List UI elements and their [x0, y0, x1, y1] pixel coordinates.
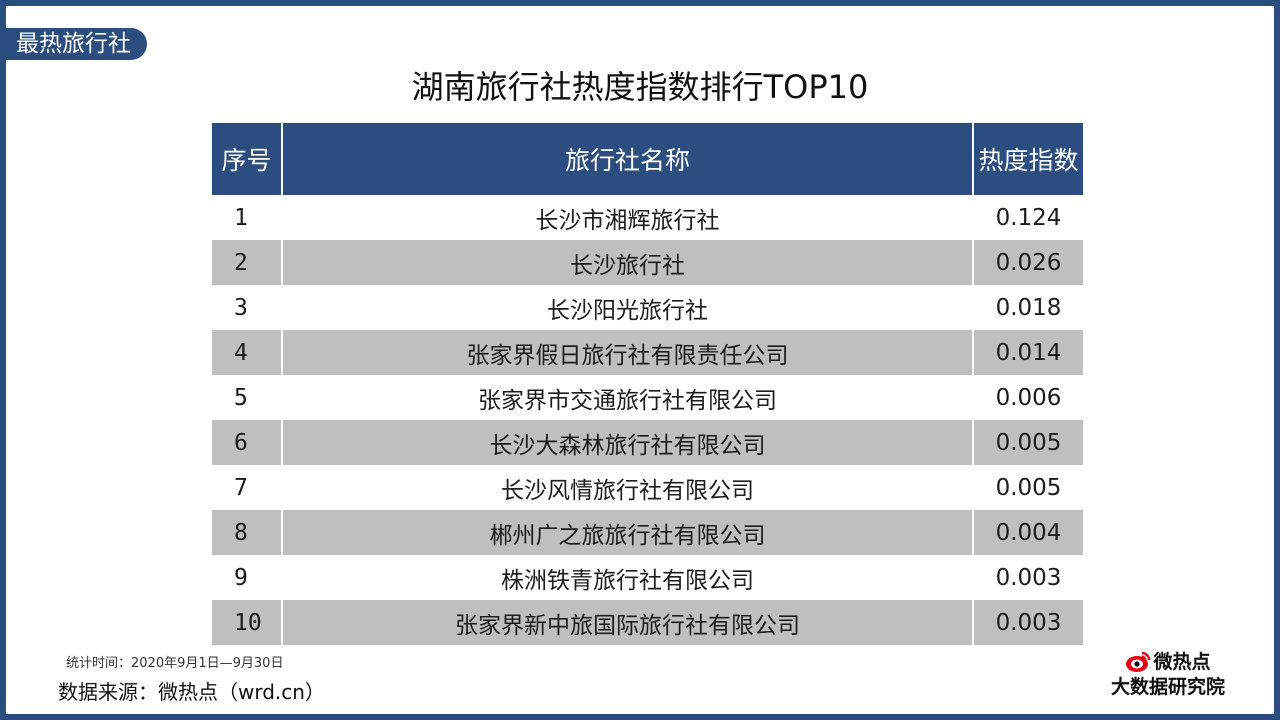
slide: 最热旅行社 湖南旅行社热度指数排行TOP10 序号 旅行社名称 热度指数 1 长… [6, 6, 1274, 714]
rank-cell: 3 [212, 285, 283, 330]
table-row: 10 张家界新中旅国际旅行社有限公司 0.003 [212, 600, 1083, 645]
rank-cell: 6 [212, 420, 283, 465]
rank-cell: 8 [212, 510, 283, 555]
rank-cell: 5 [212, 375, 283, 420]
heat-index-cell: 0.005 [973, 420, 1083, 465]
rank-cell: 2 [212, 240, 283, 285]
table-row: 2 长沙旅行社 0.026 [212, 240, 1083, 285]
table-row: 3 长沙阳光旅行社 0.018 [212, 285, 1083, 330]
agency-name-cell: 张家界假日旅行社有限责任公司 [282, 330, 974, 375]
rank-cell: 7 [212, 465, 283, 510]
heat-index-cell: 0.005 [995, 474, 1062, 501]
rank-cell: 9 [212, 555, 283, 600]
data-source: 数据来源：微热点（wrd.cn） [58, 680, 325, 704]
heat-index-cell: 0.014 [973, 330, 1083, 375]
table-row: 1 长沙市湘辉旅行社 0.124 [212, 195, 1083, 240]
table-header-row: 序号 旅行社名称 热度指数 [212, 123, 1083, 195]
rank-cell: 10 [212, 600, 283, 645]
heat-index-cell: 0.018 [995, 294, 1062, 321]
header-agency-name: 旅行社名称 [282, 123, 974, 195]
ranking-table: 序号 旅行社名称 热度指数 1 长沙市湘辉旅行社 0.124 2 长沙旅行社 0… [212, 123, 1083, 645]
brand-name: 微热点 [1153, 651, 1211, 673]
table-row: 7 长沙风情旅行社有限公司 0.005 [212, 465, 1083, 510]
agency-name-cell: 长沙旅行社 [282, 240, 974, 285]
table-row: 9 株洲铁青旅行社有限公司 0.003 [212, 555, 1083, 600]
brand-name-row: 微热点 [1098, 650, 1238, 674]
rank-cell: 4 [212, 330, 283, 375]
agency-name-cell: 长沙大森林旅行社有限公司 [282, 420, 974, 465]
agency-name-cell: 株洲铁青旅行社有限公司 [282, 555, 974, 600]
agency-name-cell: 长沙风情旅行社有限公司 [282, 465, 974, 510]
heat-index-cell: 0.124 [995, 204, 1062, 231]
weibo-eye-icon [1126, 651, 1151, 672]
agency-name-cell: 长沙阳光旅行社 [282, 285, 974, 330]
section-label: 最热旅行社 [6, 28, 147, 60]
brand-subtitle: 大数据研究院 [1110, 676, 1225, 698]
header-rank: 序号 [212, 123, 283, 195]
rank-cell: 1 [212, 195, 283, 240]
agency-name-cell: 张家界新中旅国际旅行社有限公司 [282, 600, 974, 645]
heat-index-cell: 0.003 [973, 600, 1083, 645]
agency-name-cell: 郴州广之旅旅行社有限公司 [282, 510, 974, 555]
statistics-period-note: 统计时间：2020年9月1日—9月30日 [66, 656, 284, 671]
heat-index-cell: 0.026 [973, 240, 1083, 285]
heat-index-cell: 0.006 [995, 384, 1062, 411]
table-row: 4 张家界假日旅行社有限责任公司 0.014 [212, 330, 1083, 375]
header-heat-index: 热度指数 [973, 123, 1083, 195]
heat-index-cell: 0.004 [973, 510, 1083, 555]
agency-name-cell: 长沙市湘辉旅行社 [282, 195, 974, 240]
table-row: 6 长沙大森林旅行社有限公司 0.005 [212, 420, 1083, 465]
table-row: 5 张家界市交通旅行社有限公司 0.006 [212, 375, 1083, 420]
table-row: 8 郴州广之旅旅行社有限公司 0.004 [212, 510, 1083, 555]
page-title: 湖南旅行社热度指数排行TOP10 [411, 68, 869, 106]
agency-name-cell: 张家界市交通旅行社有限公司 [282, 375, 974, 420]
brand-logo: 微热点 大数据研究院 [1098, 650, 1238, 700]
heat-index-cell: 0.003 [995, 564, 1062, 591]
